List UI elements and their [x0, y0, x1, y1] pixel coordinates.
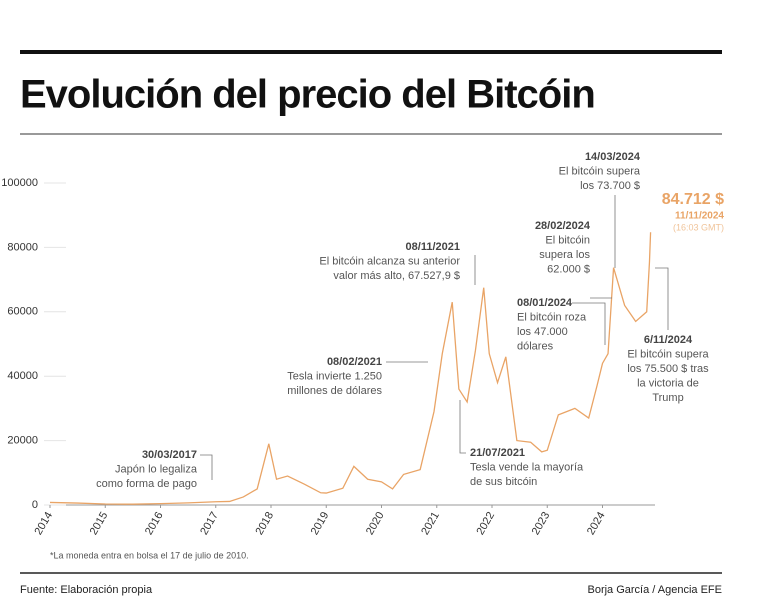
- annotation-text: El bitcóin alcanza su anterior: [319, 255, 460, 267]
- top-rule: [20, 50, 722, 54]
- annotation-date: 30/03/2017: [142, 449, 197, 461]
- leader-line: [459, 400, 466, 454]
- x-tick-label: 2023: [530, 510, 553, 537]
- x-tick-label: 2015: [88, 510, 111, 537]
- annotation-text: El bitcóin supera: [627, 348, 709, 360]
- price-line: [49, 232, 652, 505]
- annotation-text: dólares: [517, 340, 554, 352]
- annotation-text: valor más alto, 67.527,9 $: [333, 270, 460, 282]
- x-tick-label: 2020: [364, 510, 387, 537]
- highlight-date: 11/11/2024: [675, 211, 724, 222]
- annotation-date: 08/11/2021: [406, 241, 460, 253]
- leader-line: [572, 302, 606, 345]
- leader-line: [200, 454, 213, 480]
- annotation-text: como forma de pago: [96, 478, 197, 490]
- highlight-value: 84.712 $: [662, 191, 724, 208]
- highlight-time: (16:03 GMT): [673, 222, 724, 232]
- annotation-text: El bitcóin: [545, 234, 590, 246]
- x-tick-label: 2021: [419, 510, 442, 537]
- y-tick-label: 80000: [7, 241, 38, 253]
- annotation-text: los 73.700 $: [580, 180, 640, 192]
- x-tick-label: 2022: [474, 510, 497, 537]
- y-tick-label: 20000: [7, 435, 38, 447]
- annotation-text: de sus bitcóin: [470, 476, 537, 488]
- annotation-date: 28/02/2024: [535, 220, 591, 232]
- annotation-text: millones de dólares: [287, 385, 382, 397]
- annotation-text: los 75.500 $ tras: [627, 363, 709, 375]
- annotation-text: supera los: [539, 249, 590, 261]
- x-tick-label: 2018: [253, 510, 276, 537]
- annotation-text: la victoria de: [637, 377, 699, 389]
- x-tick-label: 2017: [198, 510, 221, 537]
- y-tick-label: 100000: [1, 177, 38, 189]
- chart-title: Evolución del precio del Bitcóin: [20, 73, 595, 117]
- annotation-text: El bitcóin roza: [517, 311, 587, 323]
- credit: Borja García / Agencia EFE: [587, 584, 722, 596]
- leader-line: [655, 267, 669, 330]
- x-tick-label: 2014: [32, 510, 55, 537]
- footnote: *La moneda entra en bolsa el 17 de julio…: [50, 550, 249, 560]
- annotation-date: 08/01/2024: [517, 297, 573, 309]
- annotation-text: El bitcóin supera: [559, 165, 641, 177]
- x-tick-label: 2019: [309, 510, 332, 537]
- y-tick-label: 0: [32, 499, 38, 511]
- annotation-text: 62.000 $: [547, 263, 590, 275]
- annotation-text: Japón lo legaliza: [115, 463, 198, 475]
- annotation-date: 6/11/2024: [644, 334, 693, 346]
- annotation-date: 14/03/2024: [585, 151, 641, 163]
- x-tick-label: 2016: [143, 510, 166, 537]
- annotation-date: 21/07/2021: [470, 447, 525, 459]
- annotation-text: Trump: [652, 392, 683, 404]
- annotation-text: Tesla invierte 1.250: [287, 370, 382, 382]
- annotation-date: 08/02/2021: [327, 356, 382, 368]
- source: Fuente: Elaboración propia: [20, 584, 153, 596]
- x-tick-label: 2024: [585, 510, 608, 537]
- y-tick-label: 40000: [7, 370, 38, 382]
- annotation-text: los 47.000: [517, 326, 568, 338]
- annotation-text: Tesla vende la mayoría: [470, 461, 584, 473]
- y-tick-label: 60000: [7, 306, 38, 318]
